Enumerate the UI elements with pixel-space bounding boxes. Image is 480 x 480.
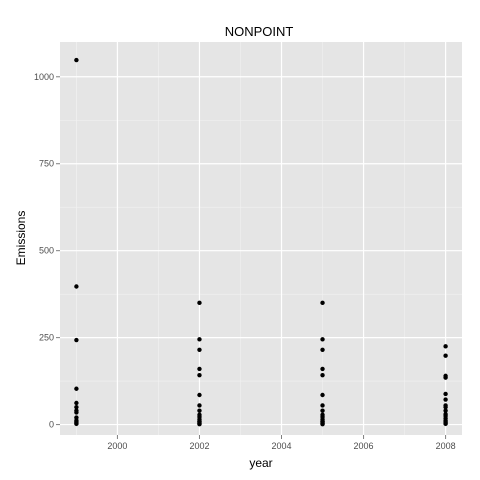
y-tick-label: 250: [39, 333, 54, 343]
x-axis-title: year: [249, 456, 272, 470]
data-points: [74, 57, 448, 427]
x-tick-label: 2002: [189, 441, 209, 451]
data-point: [320, 347, 325, 352]
data-point: [443, 397, 448, 402]
data-point: [320, 392, 325, 398]
data-point: [197, 337, 202, 342]
x-axis-ticks: 2000 2002 2004 2006 2008: [107, 435, 456, 451]
y-axis-ticks: 0 250 500 750 1000: [34, 72, 60, 430]
y-tick-label: 0: [49, 420, 54, 430]
minor-gridlines: [60, 42, 462, 435]
y-tick-label: 500: [39, 246, 54, 256]
data-point: [197, 366, 202, 372]
data-point: [197, 392, 202, 398]
x-tick-label: 2000: [107, 441, 127, 451]
chart-title: NONPOINT: [225, 24, 294, 39]
data-point: [320, 408, 325, 413]
data-point: [443, 421, 448, 427]
data-point: [74, 421, 79, 427]
data-point: [320, 366, 325, 372]
data-point: [74, 404, 79, 410]
data-point: [320, 403, 325, 408]
x-tick-label: 2004: [271, 441, 291, 451]
data-point: [197, 403, 202, 408]
y-axis-title: Emissions: [14, 211, 28, 266]
x-tick-label: 2008: [436, 441, 456, 451]
data-point: [197, 408, 202, 413]
data-point: [197, 300, 202, 306]
data-point: [74, 284, 79, 289]
data-point: [320, 372, 325, 378]
data-point: [74, 337, 79, 343]
data-point: [320, 337, 325, 342]
x-tick-label: 2006: [354, 441, 374, 451]
data-point: [74, 410, 79, 415]
data-point: [320, 300, 325, 306]
data-point: [74, 57, 79, 63]
y-tick-label: 750: [39, 159, 54, 169]
data-point: [443, 353, 448, 358]
data-point: [443, 404, 448, 410]
data-point: [320, 422, 325, 427]
data-point: [74, 386, 79, 391]
major-gridlines: [60, 42, 462, 435]
y-tick-label: 1000: [34, 72, 54, 82]
data-point: [197, 422, 202, 427]
data-point: [443, 408, 448, 413]
data-point: [443, 375, 448, 380]
data-point: [197, 347, 202, 352]
plot-panel: [60, 42, 462, 435]
data-point: [197, 372, 202, 378]
data-point: [443, 344, 448, 349]
data-point: [74, 400, 79, 406]
data-point: [443, 391, 448, 397]
